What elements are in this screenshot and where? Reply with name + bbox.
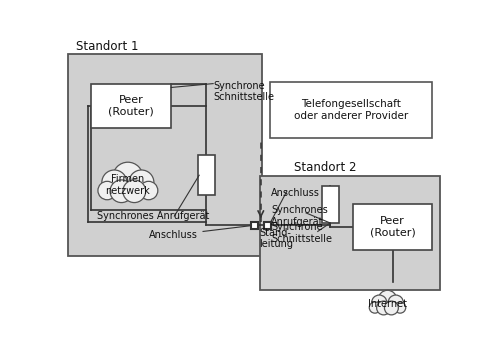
Circle shape bbox=[394, 302, 406, 313]
FancyBboxPatch shape bbox=[321, 186, 339, 223]
Circle shape bbox=[384, 301, 398, 315]
Text: Internet: Internet bbox=[368, 299, 407, 309]
Text: Synchrone
Schnittstelle: Synchrone Schnittstelle bbox=[213, 81, 274, 102]
Circle shape bbox=[369, 302, 380, 313]
Text: Synchrone
Schnittstelle: Synchrone Schnittstelle bbox=[271, 222, 332, 244]
Text: Peer
(Router): Peer (Router) bbox=[109, 95, 154, 117]
Text: Standort 1: Standort 1 bbox=[76, 40, 138, 53]
Circle shape bbox=[123, 180, 146, 203]
Text: Peer
(Router): Peer (Router) bbox=[370, 216, 416, 238]
Circle shape bbox=[113, 162, 143, 192]
Circle shape bbox=[129, 170, 154, 195]
Text: Synchrones
Anrufgerät: Synchrones Anrufgerät bbox=[271, 205, 328, 227]
Text: Anschluss: Anschluss bbox=[271, 188, 320, 198]
Text: Standort 2: Standort 2 bbox=[295, 162, 357, 175]
Circle shape bbox=[110, 180, 133, 203]
Text: Anschluss: Anschluss bbox=[149, 230, 197, 240]
FancyBboxPatch shape bbox=[264, 222, 271, 229]
Circle shape bbox=[388, 295, 403, 310]
FancyBboxPatch shape bbox=[353, 204, 433, 250]
FancyBboxPatch shape bbox=[68, 54, 262, 256]
Circle shape bbox=[139, 182, 158, 200]
Circle shape bbox=[98, 182, 117, 200]
Circle shape bbox=[102, 170, 127, 195]
FancyBboxPatch shape bbox=[270, 82, 433, 138]
FancyBboxPatch shape bbox=[259, 176, 440, 290]
Circle shape bbox=[372, 295, 387, 310]
Circle shape bbox=[376, 301, 390, 315]
Text: Telefongesellschaft
oder anderer Provider: Telefongesellschaft oder anderer Provide… bbox=[294, 99, 408, 121]
Text: Stand-
leitung: Stand- leitung bbox=[259, 228, 294, 249]
FancyBboxPatch shape bbox=[197, 155, 215, 195]
FancyBboxPatch shape bbox=[91, 83, 171, 128]
FancyBboxPatch shape bbox=[250, 222, 258, 229]
Circle shape bbox=[378, 290, 397, 309]
Text: Firmen
netzwerk: Firmen netzwerk bbox=[106, 175, 150, 196]
Text: Synchrones Anrufgerät: Synchrones Anrufgerät bbox=[97, 211, 209, 221]
